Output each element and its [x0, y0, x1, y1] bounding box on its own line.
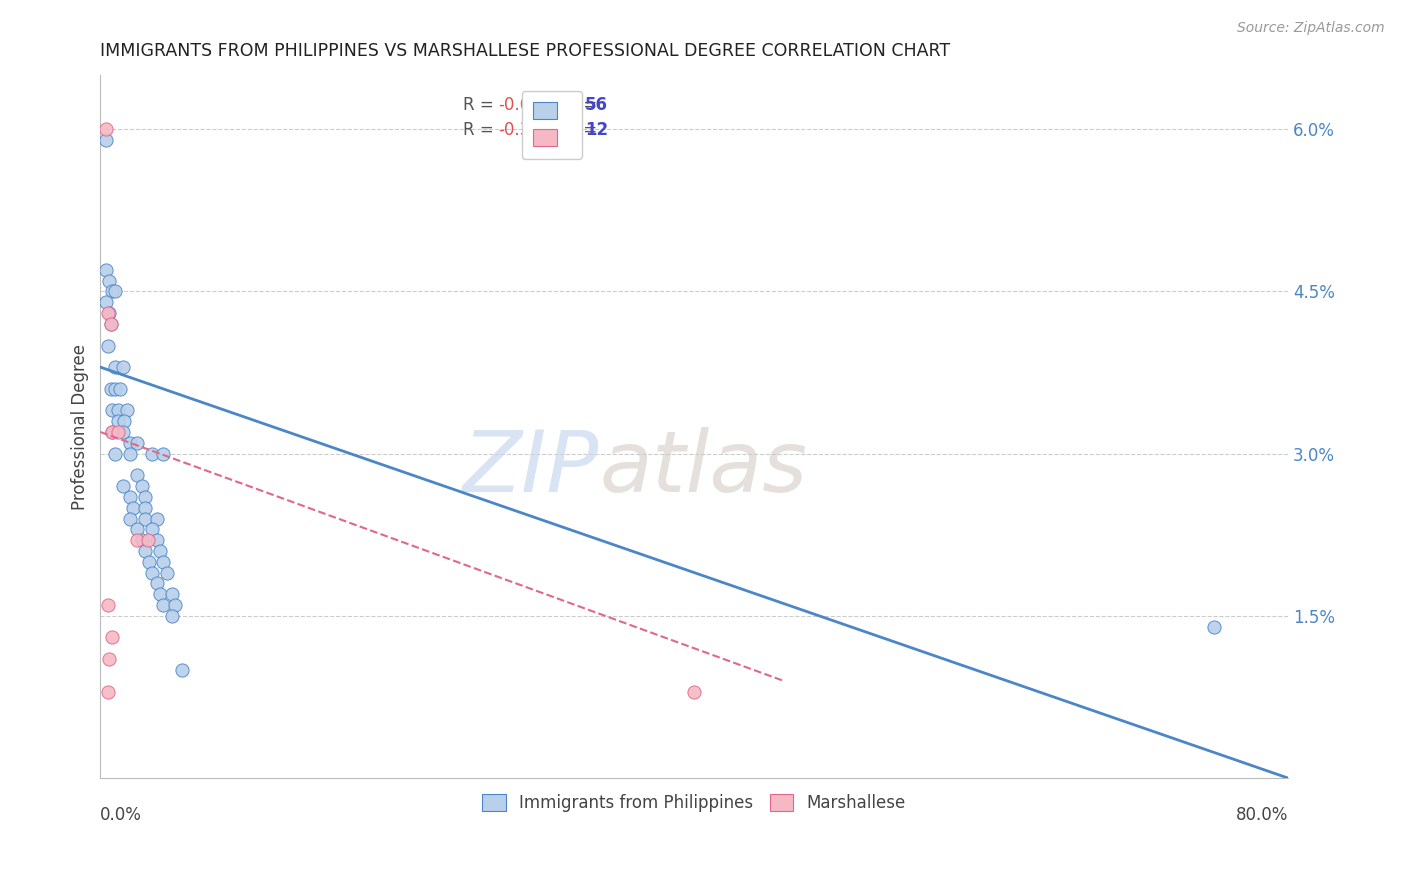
- Text: -0.343: -0.343: [498, 121, 551, 139]
- Point: [96, 295, 118, 310]
- Text: R =: R =: [463, 95, 499, 113]
- Point: [152, 555, 174, 569]
- Point: [104, 285, 127, 299]
- Text: 80.0%: 80.0%: [1236, 806, 1288, 824]
- Point: [141, 522, 163, 536]
- Text: Source: ZipAtlas.com: Source: ZipAtlas.com: [1237, 21, 1385, 35]
- Point: [131, 533, 153, 548]
- Legend: Immigrants from Philippines, Marshallese: Immigrants from Philippines, Marshallese: [475, 788, 912, 819]
- Point: [138, 555, 160, 569]
- Point: [100, 317, 122, 331]
- Y-axis label: Professional Degree: Professional Degree: [72, 343, 89, 509]
- Point: [111, 425, 134, 439]
- Point: [112, 414, 135, 428]
- Text: 56: 56: [585, 95, 607, 113]
- Text: -0.658: -0.658: [498, 95, 551, 113]
- Point: [100, 317, 122, 331]
- Point: [101, 403, 124, 417]
- Text: IMMIGRANTS FROM PHILIPPINES VS MARSHALLESE PROFESSIONAL DEGREE CORRELATION CHART: IMMIGRANTS FROM PHILIPPINES VS MARSHALLE…: [100, 42, 950, 60]
- Point: [107, 414, 129, 428]
- Point: [104, 360, 127, 375]
- Point: [145, 511, 167, 525]
- Point: [98, 274, 121, 288]
- Point: [141, 447, 163, 461]
- Point: [134, 544, 156, 558]
- Text: ZIP: ZIP: [463, 427, 599, 510]
- Point: [170, 663, 193, 677]
- Point: [107, 403, 129, 417]
- Point: [145, 533, 167, 548]
- Point: [141, 566, 163, 580]
- Point: [160, 587, 183, 601]
- Point: [152, 447, 174, 461]
- Point: [118, 490, 141, 504]
- Point: [100, 382, 122, 396]
- Point: [127, 435, 149, 450]
- Point: [136, 533, 159, 548]
- Point: [111, 479, 134, 493]
- Point: [101, 425, 124, 439]
- Point: [1202, 620, 1225, 634]
- Point: [134, 490, 156, 504]
- Point: [104, 447, 127, 461]
- Text: atlas: atlas: [599, 427, 807, 510]
- Point: [118, 511, 141, 525]
- Point: [97, 684, 120, 698]
- Point: [97, 306, 120, 320]
- Point: [122, 500, 145, 515]
- Point: [101, 285, 124, 299]
- Point: [104, 382, 127, 396]
- Text: R =: R =: [463, 121, 499, 139]
- Point: [134, 511, 156, 525]
- Point: [127, 533, 149, 548]
- Point: [101, 631, 124, 645]
- Text: N =: N =: [555, 121, 603, 139]
- Point: [118, 447, 141, 461]
- Point: [115, 403, 138, 417]
- Point: [96, 122, 118, 136]
- Point: [96, 262, 118, 277]
- Text: 12: 12: [585, 121, 607, 139]
- Point: [98, 306, 121, 320]
- Point: [134, 500, 156, 515]
- Point: [97, 338, 120, 352]
- Point: [118, 435, 141, 450]
- Point: [108, 382, 131, 396]
- Point: [97, 598, 120, 612]
- Point: [127, 522, 149, 536]
- Text: N =: N =: [555, 95, 603, 113]
- Point: [149, 544, 172, 558]
- Point: [107, 425, 129, 439]
- Point: [160, 608, 183, 623]
- Point: [149, 587, 172, 601]
- Text: 0.0%: 0.0%: [100, 806, 142, 824]
- Point: [131, 479, 153, 493]
- Point: [127, 468, 149, 483]
- Point: [152, 598, 174, 612]
- Point: [96, 133, 118, 147]
- Point: [98, 652, 121, 666]
- Point: [145, 576, 167, 591]
- Point: [101, 425, 124, 439]
- Point: [683, 684, 706, 698]
- Point: [163, 598, 186, 612]
- Point: [156, 566, 179, 580]
- Point: [111, 360, 134, 375]
